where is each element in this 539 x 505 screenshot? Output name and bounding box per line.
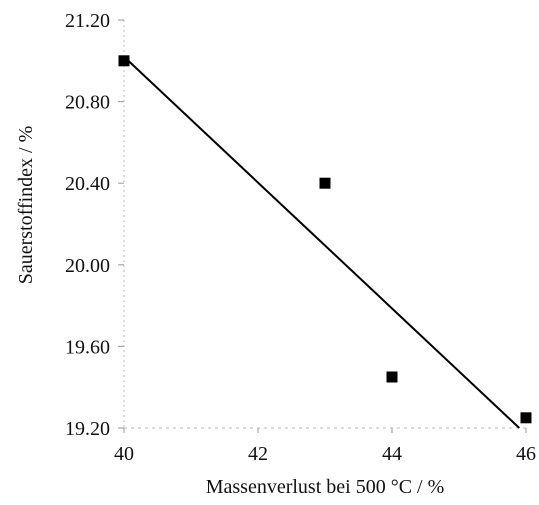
y-tick-label: 20.00 xyxy=(65,255,110,277)
trendline-group xyxy=(123,55,520,429)
data-point xyxy=(319,177,331,189)
y-tick-label: 21.20 xyxy=(65,10,110,32)
x-axis-ticks: 40 42 44 46 xyxy=(114,428,536,465)
x-tick-label: 44 xyxy=(382,443,402,465)
y-tick-label: 19.60 xyxy=(65,336,110,358)
x-axis-label: Massenverlust bei 500 °C / % xyxy=(206,476,445,498)
data-points-group xyxy=(118,55,532,424)
y-tick-label: 19.20 xyxy=(65,418,110,440)
data-point xyxy=(386,371,398,383)
y-axis-label: Sauerstoffindex / % xyxy=(15,126,37,285)
x-tick-label: 40 xyxy=(114,443,134,465)
y-tick-label: 20.80 xyxy=(65,92,110,114)
data-point xyxy=(118,55,130,67)
trendline xyxy=(123,55,520,429)
plot-area xyxy=(123,20,526,429)
y-axis-ticks: 19.20 19.60 20.00 20.40 20.80 21.20 xyxy=(65,10,124,440)
data-point xyxy=(520,412,532,424)
y-tick-label: 20.40 xyxy=(65,173,110,195)
x-tick-label: 46 xyxy=(516,443,536,465)
x-tick-label: 42 xyxy=(248,443,268,465)
